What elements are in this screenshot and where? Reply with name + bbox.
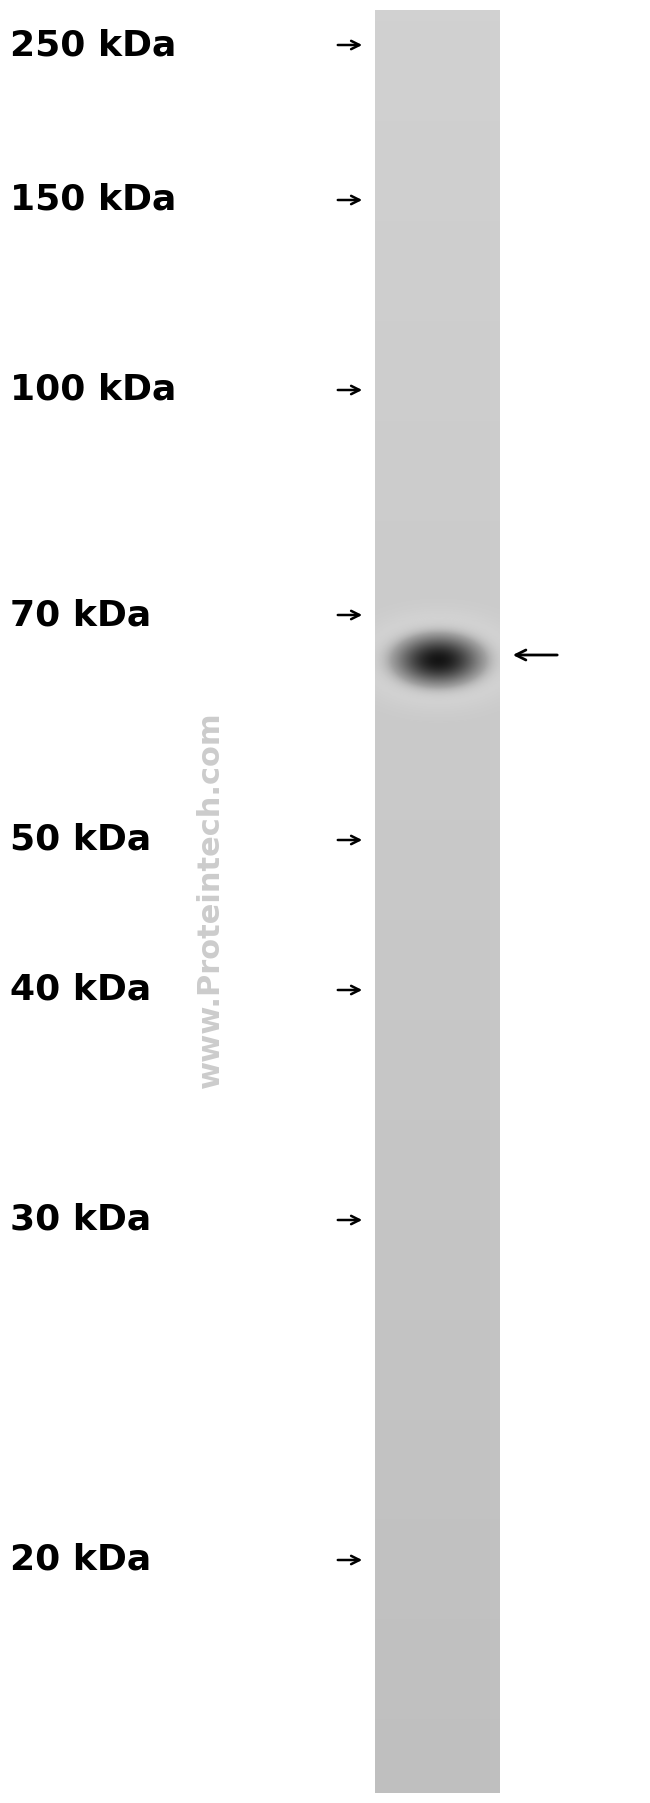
- Text: 100 kDa: 100 kDa: [10, 373, 176, 407]
- Text: 50 kDa: 50 kDa: [10, 822, 151, 856]
- Text: www.Proteintech.com: www.Proteintech.com: [196, 712, 224, 1089]
- Text: 70 kDa: 70 kDa: [10, 599, 151, 633]
- Text: 40 kDa: 40 kDa: [10, 974, 151, 1008]
- Text: 150 kDa: 150 kDa: [10, 182, 176, 216]
- Text: 250 kDa: 250 kDa: [10, 29, 176, 61]
- Text: 20 kDa: 20 kDa: [10, 1543, 151, 1578]
- Text: 30 kDa: 30 kDa: [10, 1203, 151, 1237]
